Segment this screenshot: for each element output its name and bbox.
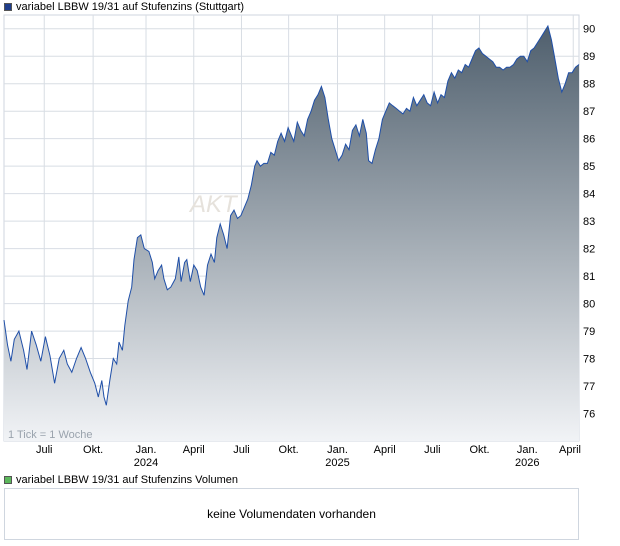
y-tick-label: 87 [583, 106, 595, 118]
volume-legend-swatch [4, 476, 12, 484]
y-tick-label: 86 [583, 134, 595, 146]
y-tick-label: 76 [583, 409, 595, 421]
tick-note: 1 Tick = 1 Woche [8, 429, 92, 441]
y-tick-label: 83 [583, 216, 595, 228]
x-tick-label: Juli [424, 444, 441, 456]
x-tick-label: Okt. [469, 444, 489, 456]
y-axis-labels: 76 77 78 79 80 81 82 83 84 85 86 87 88 89 90 [583, 24, 595, 421]
x-tick-label: April [183, 444, 205, 456]
y-tick-label: 78 [583, 354, 595, 366]
x-tick-label: Okt. [279, 444, 299, 456]
y-tick-label: 88 [583, 79, 595, 91]
x-tick-label: Jan. [327, 444, 348, 456]
x-year-label: 2026 [515, 457, 539, 469]
x-tick-label: Juli [36, 444, 53, 456]
x-year-label: 2024 [134, 457, 158, 469]
x-tick-label: Juli [233, 444, 250, 456]
y-tick-label: 82 [583, 244, 595, 256]
x-tick-label: April [374, 444, 396, 456]
x-tick-label: Jan. [136, 444, 157, 456]
x-tick-label: Jan. [517, 444, 538, 456]
x-year-label: 2025 [325, 457, 349, 469]
y-tick-label: 77 [583, 381, 595, 393]
x-tick-label: Okt. [83, 444, 103, 456]
y-tick-label: 85 [583, 161, 595, 173]
y-tick-label: 81 [583, 271, 595, 283]
volume-message: keine Volumendaten vorhanden [207, 507, 376, 521]
volume-legend: variabel LBBW 19/31 auf Stufenzins Volum… [4, 474, 238, 486]
y-tick-label: 79 [583, 326, 595, 338]
y-tick-label: 80 [583, 299, 595, 311]
y-tick-label: 90 [583, 24, 595, 36]
y-tick-label: 84 [583, 189, 595, 201]
y-tick-label: 89 [583, 51, 595, 63]
x-tick-label: April [559, 444, 581, 456]
volume-panel: keine Volumendaten vorhanden [4, 488, 579, 540]
volume-legend-label: variabel LBBW 19/31 auf Stufenzins Volum… [16, 474, 238, 486]
